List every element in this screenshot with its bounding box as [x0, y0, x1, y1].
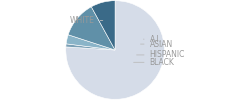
Text: ASIAN: ASIAN	[141, 40, 173, 49]
Text: HISPANIC: HISPANIC	[137, 50, 185, 59]
Wedge shape	[91, 1, 115, 50]
Wedge shape	[66, 1, 164, 99]
Wedge shape	[66, 35, 115, 50]
Text: A.I.: A.I.	[144, 35, 162, 44]
Text: WHITE: WHITE	[70, 16, 103, 25]
Wedge shape	[66, 44, 115, 50]
Text: BLACK: BLACK	[134, 58, 174, 67]
Wedge shape	[68, 7, 115, 50]
